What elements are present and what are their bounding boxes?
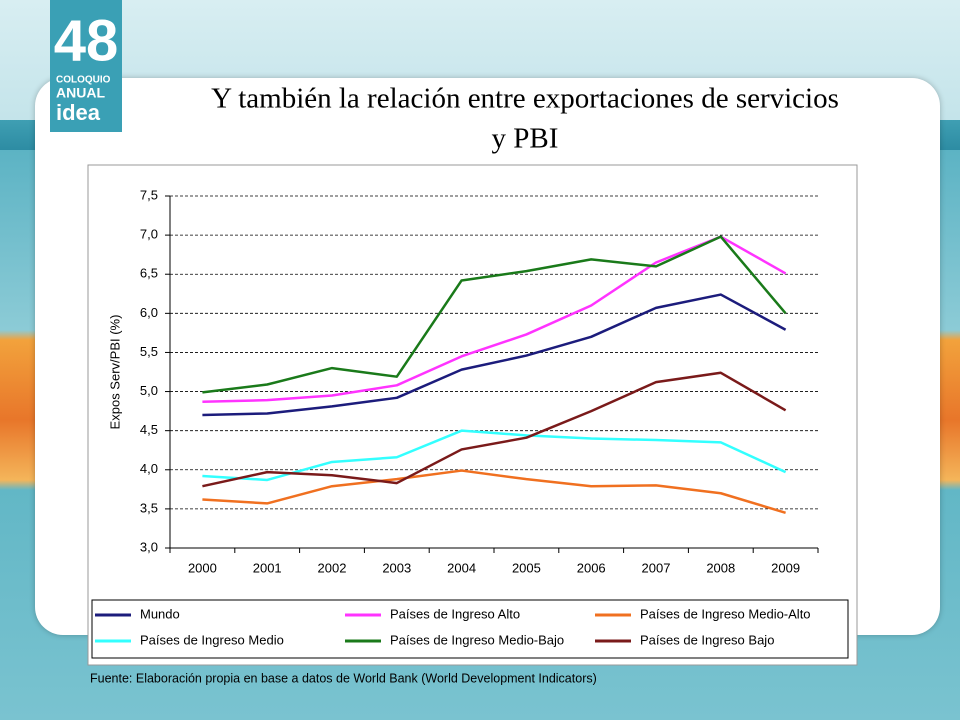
y-tick-label: 7,0 [140,227,158,242]
x-tick-label: 2007 [642,560,671,575]
x-tick-label: 2001 [253,560,282,575]
x-tick-label: 2000 [188,560,217,575]
x-tick-label: 2002 [318,560,347,575]
logo-text: idea [56,100,101,125]
y-tick-label: 4,5 [140,422,158,437]
legend-label: Países de Ingreso Alto [390,606,520,621]
x-tick-label: 2006 [577,560,606,575]
y-axis-label: Expos Serv/PBI (%) [107,315,122,430]
series-line [202,235,787,394]
series-line [202,235,787,403]
y-tick-label: 6,0 [140,305,158,320]
series-line [202,371,787,488]
logo-text: ANUAL [56,85,105,101]
legend-label: Países de Ingreso Bajo [640,632,774,647]
legend-label: Países de Ingreso Medio-Bajo [390,632,564,647]
x-tick-label: 2005 [512,560,541,575]
legend-box [91,599,849,659]
logo-text: COLOQUIO [56,75,111,86]
series-line [202,469,786,514]
legend-label: Países de Ingreso Medio [140,632,284,647]
y-tick-label: 6,5 [140,266,158,281]
legend-label: Países de Ingreso Medio-Alto [640,606,811,621]
source-note: Fuente: Elaboración propia en base a dat… [90,671,597,685]
y-tick-label: 5,5 [140,344,158,359]
y-tick-label: 3,0 [140,539,158,554]
y-tick-label: 3,5 [140,500,158,515]
logo-box [50,0,122,132]
x-tick-label: 2008 [706,560,735,575]
y-tick-label: 7,5 [140,187,158,202]
y-tick-label: 4,0 [140,461,158,476]
series-line [202,293,787,417]
legend-label: Mundo [140,606,180,621]
chart-title: y PBI [492,123,559,155]
logo-number: 48 [54,8,119,73]
x-tick-label: 2004 [447,560,476,575]
chart-title: Y también la relación entre exportacione… [211,83,839,115]
x-tick-label: 2009 [771,560,800,575]
x-tick-label: 2003 [382,560,411,575]
y-tick-label: 5,0 [140,383,158,398]
series-line [202,429,787,482]
